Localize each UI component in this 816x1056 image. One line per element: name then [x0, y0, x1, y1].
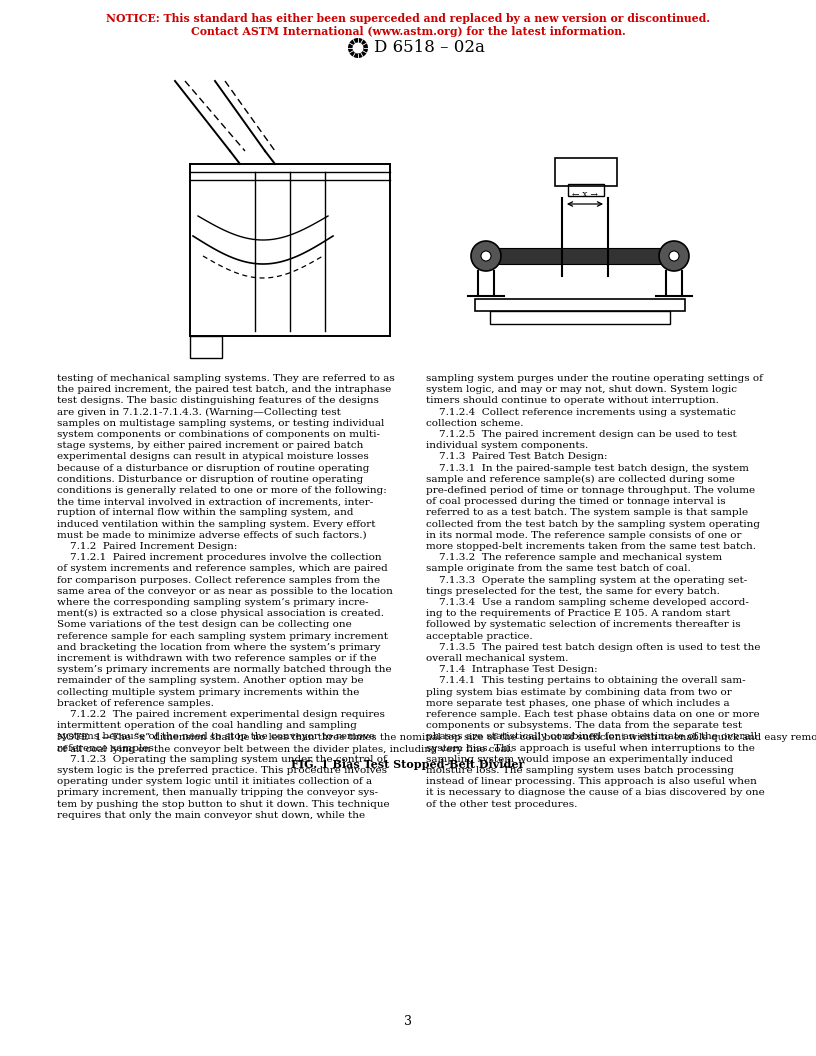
- Text: ruption of internal flow within the sampling system, and: ruption of internal flow within the samp…: [57, 508, 353, 517]
- Text: 7.1.2.5  The paired increment design can be used to test: 7.1.2.5 The paired increment design can …: [426, 430, 737, 439]
- Text: 7.1.3.4  Use a random sampling scheme developed accord-: 7.1.3.4 Use a random sampling scheme dev…: [426, 598, 749, 607]
- Text: remainder of the sampling system. Another option may be: remainder of the sampling system. Anothe…: [57, 677, 364, 685]
- Text: system logic, and may or may not, shut down. System logic: system logic, and may or may not, shut d…: [426, 385, 737, 394]
- Text: sample and reference sample(s) are collected during some: sample and reference sample(s) are colle…: [426, 475, 735, 484]
- Text: operating under system logic until it initiates collection of a: operating under system logic until it in…: [57, 777, 372, 787]
- Text: primary increment, then manually tripping the conveyor sys-: primary increment, then manually trippin…: [57, 789, 378, 797]
- Text: 7.1.3.5  The paired test batch design often is used to test the: 7.1.3.5 The paired test batch design oft…: [426, 643, 761, 652]
- Text: the time interval involved in extraction of increments, inter-: the time interval involved in extraction…: [57, 497, 373, 506]
- Text: conditions. Disturbance or disruption of routine operating: conditions. Disturbance or disruption of…: [57, 475, 363, 484]
- Text: of all coal lying on the conveyor belt between the divider plates, including ver: of all coal lying on the conveyor belt b…: [57, 744, 513, 754]
- Text: more stopped-belt increments taken from the same test batch.: more stopped-belt increments taken from …: [426, 542, 756, 551]
- Text: test designs. The basic distinguishing features of the designs: test designs. The basic distinguishing f…: [57, 396, 379, 406]
- Text: 7.1.2.4  Collect reference increments using a systematic: 7.1.2.4 Collect reference increments usi…: [426, 408, 736, 417]
- Text: individual system components.: individual system components.: [426, 441, 588, 450]
- Text: instead of linear processing. This approach is also useful when: instead of linear processing. This appro…: [426, 777, 757, 787]
- Text: referred to as a test batch. The system sample is that sample: referred to as a test batch. The system …: [426, 508, 748, 517]
- Text: system components or combinations of components on multi-: system components or combinations of com…: [57, 430, 380, 439]
- Text: NOTICE: This standard has either been superceded and replaced by a new version o: NOTICE: This standard has either been su…: [106, 13, 710, 24]
- Text: it is necessary to diagnose the cause of a bias discovered by one: it is necessary to diagnose the cause of…: [426, 789, 765, 797]
- Text: samples on multistage sampling systems, or testing individual: samples on multistage sampling systems, …: [57, 419, 384, 428]
- Text: timers should continue to operate without interruption.: timers should continue to operate withou…: [426, 396, 719, 406]
- Circle shape: [659, 241, 689, 271]
- Text: of the other test procedures.: of the other test procedures.: [426, 799, 578, 809]
- Text: sample originate from the same test batch of coal.: sample originate from the same test batc…: [426, 564, 691, 573]
- Bar: [475, 299, 685, 312]
- Text: 7.1.4  Intraphase Test Design:: 7.1.4 Intraphase Test Design:: [426, 665, 597, 674]
- Circle shape: [353, 42, 363, 54]
- Text: in its normal mode. The reference sample consists of one or: in its normal mode. The reference sample…: [426, 531, 742, 540]
- Text: intermittent operation of the coal handling and sampling: intermittent operation of the coal handl…: [57, 721, 357, 730]
- Text: sampling system would impose an experimentally induced: sampling system would impose an experime…: [426, 755, 733, 763]
- Text: tem by pushing the stop button to shut it down. This technique: tem by pushing the stop button to shut i…: [57, 799, 389, 809]
- Text: 7.1.2.1  Paired increment procedures involve the collection: 7.1.2.1 Paired increment procedures invo…: [57, 553, 382, 562]
- Text: requires that only the main conveyor shut down, while the: requires that only the main conveyor shu…: [57, 811, 365, 819]
- Text: of coal processed during the timed or tonnage interval is: of coal processed during the timed or to…: [426, 497, 725, 506]
- Text: 7.1.2  Paired Increment Design:: 7.1.2 Paired Increment Design:: [57, 542, 237, 551]
- Text: bracket of reference samples.: bracket of reference samples.: [57, 699, 214, 708]
- Text: moisture loss. The sampling system uses batch processing: moisture loss. The sampling system uses …: [426, 766, 734, 775]
- Text: 7.1.2.3  Operating the sampling system under the control of: 7.1.2.3 Operating the sampling system un…: [57, 755, 387, 763]
- Circle shape: [669, 251, 679, 261]
- Text: acceptable practice.: acceptable practice.: [426, 631, 533, 641]
- Text: collection scheme.: collection scheme.: [426, 419, 524, 428]
- Circle shape: [348, 38, 368, 58]
- Text: tings preselected for the test, the same for every batch.: tings preselected for the test, the same…: [426, 587, 720, 596]
- Text: collecting multiple system primary increments within the: collecting multiple system primary incre…: [57, 687, 359, 697]
- Text: phases are statistically combined for an estimate of the overall: phases are statistically combined for an…: [426, 733, 757, 741]
- Text: 7.1.3  Paired Test Batch Design:: 7.1.3 Paired Test Batch Design:: [426, 452, 607, 461]
- Text: D 6518 – 02a: D 6518 – 02a: [374, 38, 485, 56]
- Text: the paired increment, the paired test batch, and the intraphase: the paired increment, the paired test ba…: [57, 385, 391, 394]
- Text: for comparison purposes. Collect reference samples from the: for comparison purposes. Collect referen…: [57, 576, 380, 585]
- Bar: [490, 312, 670, 324]
- Text: system logic is the preferred practice. This procedure involves: system logic is the preferred practice. …: [57, 766, 387, 775]
- Text: overall mechanical system.: overall mechanical system.: [426, 654, 569, 663]
- Text: NOTE  1—The “x” dimension shall be no less than three times the nominal top size: NOTE 1—The “x” dimension shall be no les…: [57, 733, 816, 742]
- Circle shape: [481, 251, 491, 261]
- Text: ing to the requirements of Practice E 105. A random start: ing to the requirements of Practice E 10…: [426, 609, 730, 618]
- Text: ← x →: ← x →: [572, 190, 598, 199]
- Text: must be made to minimize adverse effects of such factors.): must be made to minimize adverse effects…: [57, 531, 366, 540]
- Text: induced ventilation within the sampling system. Every effort: induced ventilation within the sampling …: [57, 520, 375, 529]
- Text: conditions is generally related to one or more of the following:: conditions is generally related to one o…: [57, 486, 387, 495]
- Text: reference samples.: reference samples.: [57, 743, 157, 753]
- Text: 7.1.3.1  In the paired-sample test batch design, the system: 7.1.3.1 In the paired-sample test batch …: [426, 464, 749, 473]
- Text: system bias. This approach is useful when interruptions to the: system bias. This approach is useful whe…: [426, 743, 755, 753]
- Bar: [555, 158, 617, 186]
- Text: FIG. 1 Bias Test Stopped-Belt Divider: FIG. 1 Bias Test Stopped-Belt Divider: [291, 759, 525, 770]
- Text: ment(s) is extracted so a close physical association is created.: ment(s) is extracted so a close physical…: [57, 609, 384, 619]
- Text: pling system bias estimate by combining data from two or: pling system bias estimate by combining …: [426, 687, 732, 697]
- Text: increment is withdrawn with two reference samples or if the: increment is withdrawn with two referenc…: [57, 654, 377, 663]
- Text: more separate test phases, one phase of which includes a: more separate test phases, one phase of …: [426, 699, 730, 708]
- Text: testing of mechanical sampling systems. They are referred to as: testing of mechanical sampling systems. …: [57, 374, 395, 383]
- Bar: [475, 248, 685, 264]
- Bar: [190, 336, 222, 358]
- Text: Some variations of the test design can be collecting one: Some variations of the test design can b…: [57, 621, 352, 629]
- Text: are given in 7.1.2.1-7.1.4.3. (Warning—Collecting test: are given in 7.1.2.1-7.1.4.3. (Warning—C…: [57, 408, 341, 417]
- Text: reference sample for each sampling system primary increment: reference sample for each sampling syste…: [57, 631, 388, 641]
- Text: pre-defined period of time or tonnage throughput. The volume: pre-defined period of time or tonnage th…: [426, 486, 755, 495]
- Text: components or subsystems. The data from the separate test: components or subsystems. The data from …: [426, 721, 742, 730]
- Text: stage systems, by either paired increment or paired batch: stage systems, by either paired incremen…: [57, 441, 363, 450]
- Text: where the corresponding sampling system’s primary incre-: where the corresponding sampling system’…: [57, 598, 369, 607]
- Text: same area of the conveyor or as near as possible to the location: same area of the conveyor or as near as …: [57, 587, 392, 596]
- Text: collected from the test batch by the sampling system operating: collected from the test batch by the sam…: [426, 520, 760, 529]
- Circle shape: [471, 241, 501, 271]
- Text: 7.1.3.2  The reference sample and mechanical system: 7.1.3.2 The reference sample and mechani…: [426, 553, 722, 562]
- Text: followed by systematic selection of increments thereafter is: followed by systematic selection of incr…: [426, 621, 741, 629]
- Text: systems because of the need to stop the conveyor to remove: systems because of the need to stop the …: [57, 733, 375, 741]
- Text: Contact ASTM International (www.astm.org) for the latest information.: Contact ASTM International (www.astm.org…: [191, 26, 625, 37]
- Text: system’s primary increments are normally batched through the: system’s primary increments are normally…: [57, 665, 392, 674]
- Bar: [568, 184, 604, 196]
- Text: and bracketing the location from where the system’s primary: and bracketing the location from where t…: [57, 643, 380, 652]
- Text: reference sample. Each test phase obtains data on one or more: reference sample. Each test phase obtain…: [426, 710, 760, 719]
- Text: 3: 3: [404, 1015, 412, 1027]
- Text: 7.1.3.3  Operate the sampling system at the operating set-: 7.1.3.3 Operate the sampling system at t…: [426, 576, 747, 585]
- Text: experimental designs can result in atypical moisture losses: experimental designs can result in atypi…: [57, 452, 369, 461]
- Text: 7.1.4.1  This testing pertains to obtaining the overall sam-: 7.1.4.1 This testing pertains to obtaini…: [426, 677, 746, 685]
- Text: because of a disturbance or disruption of routine operating: because of a disturbance or disruption o…: [57, 464, 370, 473]
- Text: 7.1.2.2  The paired increment experimental design requires: 7.1.2.2 The paired increment experimenta…: [57, 710, 385, 719]
- Text: sampling system purges under the routine operating settings of: sampling system purges under the routine…: [426, 374, 763, 383]
- Text: of system increments and reference samples, which are paired: of system increments and reference sampl…: [57, 564, 388, 573]
